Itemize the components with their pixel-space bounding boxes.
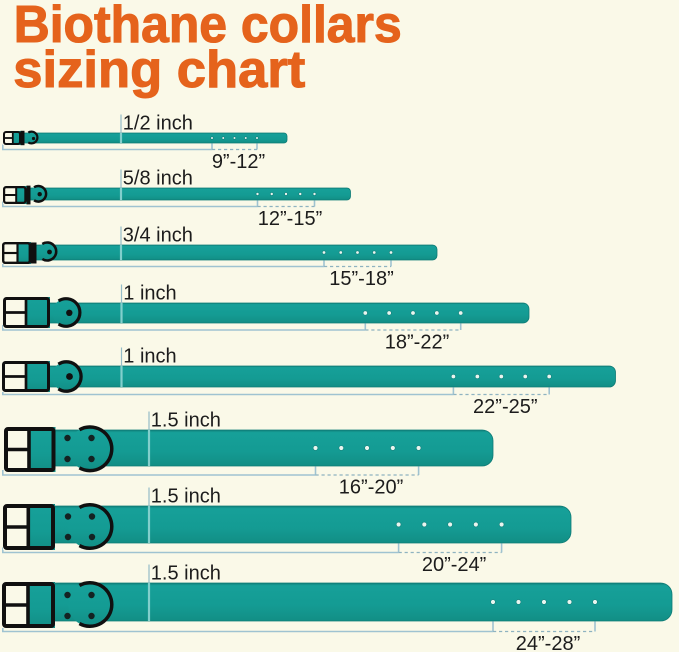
svg-text:3/4 inch: 3/4 inch bbox=[123, 225, 193, 247]
svg-text:1.5 inch: 1.5 inch bbox=[151, 486, 221, 508]
svg-text:1 inch: 1 inch bbox=[123, 283, 176, 305]
svg-text:1/2 inch: 1/2 inch bbox=[123, 113, 193, 135]
svg-text:5/8 inch: 5/8 inch bbox=[123, 168, 193, 190]
svg-text:Biothane collars: Biothane collars bbox=[14, 0, 402, 54]
svg-text:20”-24”: 20”-24” bbox=[422, 554, 486, 576]
svg-text:22”-25”: 22”-25” bbox=[473, 396, 537, 418]
svg-text:24”-28”: 24”-28” bbox=[516, 633, 580, 652]
svg-text:15”-18”: 15”-18” bbox=[329, 268, 393, 290]
svg-text:12”-15”: 12”-15” bbox=[258, 208, 322, 230]
svg-text:1.5 inch: 1.5 inch bbox=[151, 563, 221, 585]
svg-text:1.5 inch: 1.5 inch bbox=[151, 410, 221, 432]
svg-text:sizing chart: sizing chart bbox=[13, 41, 305, 99]
svg-text:18”-22”: 18”-22” bbox=[385, 332, 449, 354]
svg-text:16”-20”: 16”-20” bbox=[339, 477, 403, 499]
svg-text:9”-12”: 9”-12” bbox=[212, 151, 265, 173]
svg-text:1 inch: 1 inch bbox=[123, 346, 176, 368]
